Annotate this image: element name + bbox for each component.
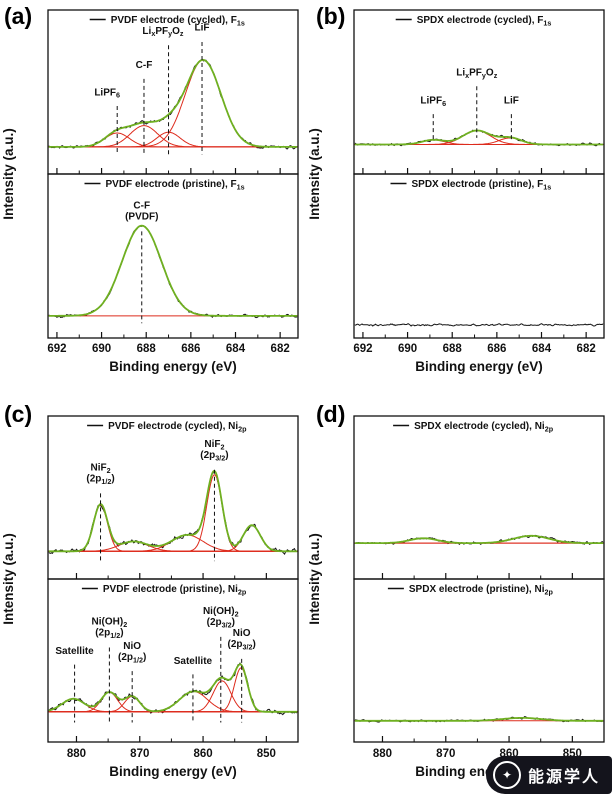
svg-text:PVDF electrode (cycled), F1s: PVDF electrode (cycled), F1s xyxy=(111,15,245,27)
svg-text:688: 688 xyxy=(443,343,463,355)
svg-text:LiPF6: LiPF6 xyxy=(94,87,120,99)
panel-c-label: (c) xyxy=(4,401,33,427)
svg-text:870: 870 xyxy=(436,748,455,760)
panel-d-plot: Intensity (a.u.) SPDX electrode (cycled),… xyxy=(307,415,605,779)
watermark-badge: ✦ 能源学人 xyxy=(485,756,612,794)
svg-text:(2p1/2): (2p1/2) xyxy=(118,652,146,664)
svg-text:Ni(OH)2: Ni(OH)2 xyxy=(203,606,239,618)
svg-text:SPDX electrode (cycled), Ni2p: SPDX electrode (cycled), Ni2p xyxy=(414,421,554,433)
svg-text:850: 850 xyxy=(257,748,276,760)
svg-text:Binding energy (eV): Binding energy (eV) xyxy=(109,764,237,779)
svg-text:Binding energy (eV): Binding energy (eV) xyxy=(109,359,237,374)
svg-text:Satellite: Satellite xyxy=(174,656,213,667)
svg-text:Intensity (a.u.): Intensity (a.u.) xyxy=(1,533,16,625)
svg-text:(2p3/2): (2p3/2) xyxy=(227,639,255,651)
svg-text:Satellite: Satellite xyxy=(55,646,94,657)
svg-text:LixPFyOz: LixPFyOz xyxy=(142,26,183,38)
svg-text:686: 686 xyxy=(487,343,506,355)
svg-text:Intensity (a.u.): Intensity (a.u.) xyxy=(307,128,322,220)
panel-b-label: (b) xyxy=(316,3,346,29)
svg-text:688: 688 xyxy=(137,343,157,355)
svg-text:860: 860 xyxy=(193,748,212,760)
svg-text:Intensity (a.u.): Intensity (a.u.) xyxy=(307,533,322,625)
svg-text:684: 684 xyxy=(532,343,552,355)
svg-text:SPDX electrode (pristine), Ni2: SPDX electrode (pristine), Ni2p xyxy=(409,584,554,596)
svg-text:690: 690 xyxy=(398,343,417,355)
svg-text:(2p1/2): (2p1/2) xyxy=(95,628,123,640)
svg-text:Ni(OH)2: Ni(OH)2 xyxy=(92,617,128,629)
svg-text:SPDX electrode (cycled), F1s: SPDX electrode (cycled), F1s xyxy=(417,15,552,27)
svg-text:PVDF electrode (cycled), Ni2p: PVDF electrode (cycled), Ni2p xyxy=(108,421,247,433)
svg-text:Binding energy (eV): Binding energy (eV) xyxy=(415,359,543,374)
svg-text:690: 690 xyxy=(92,343,111,355)
svg-text:LixPFyOz: LixPFyOz xyxy=(456,68,497,80)
svg-text:NiF2: NiF2 xyxy=(90,463,110,475)
svg-text:PVDF electrode (pristine), F1s: PVDF electrode (pristine), F1s xyxy=(106,179,245,191)
svg-text:880: 880 xyxy=(373,748,392,760)
svg-text:C-F: C-F xyxy=(133,200,150,211)
panel-b-plot: Intensity (a.u.) SPDX electrode (cycled),… xyxy=(307,9,605,374)
svg-text:LiPF6: LiPF6 xyxy=(420,95,446,107)
svg-text:(2p3/2): (2p3/2) xyxy=(200,450,228,462)
svg-text:LiF: LiF xyxy=(504,95,519,106)
svg-text:870: 870 xyxy=(130,748,149,760)
svg-text:LiF: LiF xyxy=(195,23,210,34)
svg-text:NiO: NiO xyxy=(123,641,141,652)
svg-text:(PVDF): (PVDF) xyxy=(125,211,158,222)
panel-d-label: (d) xyxy=(316,401,346,427)
panel-a-plot: Intensity (a.u.) PVDF electrode (cycled),… xyxy=(1,9,299,374)
svg-text:682: 682 xyxy=(577,343,596,355)
svg-text:SPDX electrode (pristine), F1s: SPDX electrode (pristine), F1s xyxy=(412,179,552,191)
svg-text:682: 682 xyxy=(271,343,290,355)
watermark-text: 能源学人 xyxy=(527,769,600,786)
svg-text:686: 686 xyxy=(181,343,200,355)
panel-a-label: (a) xyxy=(4,3,33,29)
svg-text:684: 684 xyxy=(226,343,246,355)
svg-text:C-F: C-F xyxy=(136,60,153,71)
svg-text:692: 692 xyxy=(47,343,66,355)
svg-text:692: 692 xyxy=(353,343,372,355)
svg-text:NiF2: NiF2 xyxy=(204,439,224,451)
svg-text:PVDF electrode (pristine), Ni2: PVDF electrode (pristine), Ni2p xyxy=(103,584,247,596)
svg-text:(2p3/2): (2p3/2) xyxy=(207,617,235,629)
svg-text:Intensity (a.u.): Intensity (a.u.) xyxy=(1,128,16,220)
svg-text:NiO: NiO xyxy=(233,628,251,639)
svg-text:880: 880 xyxy=(67,748,86,760)
svg-text:(2p1/2): (2p1/2) xyxy=(86,474,114,486)
watermark-logo-icon: ✦ xyxy=(492,761,521,789)
panel-c-plot: Intensity (a.u.) PVDF electrode (cycled),… xyxy=(1,415,299,779)
